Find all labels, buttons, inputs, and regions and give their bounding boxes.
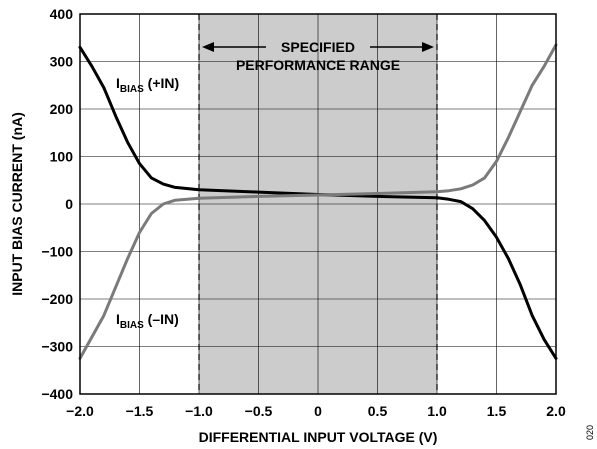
specified-range-bounds xyxy=(198,14,438,394)
x-tick-label: 0 xyxy=(314,403,322,419)
x-tick-label: −1.5 xyxy=(126,403,154,419)
y-tick-label: 200 xyxy=(50,101,74,117)
series-label-minus-in-sub: BIAS xyxy=(120,320,144,331)
x-tick-label: 0.5 xyxy=(368,403,388,419)
x-tick-label: 1.5 xyxy=(487,403,507,419)
plot-frame xyxy=(79,13,557,395)
x-tick-label: −1.0 xyxy=(185,403,213,419)
range-label-line1: SPECIFIED xyxy=(281,39,355,55)
y-tick-label: 100 xyxy=(50,149,74,165)
series-label-plus-in: IBIAS (+IN) xyxy=(116,75,179,95)
x-axis-title: DIFFERENTIAL INPUT VOLTAGE (V) xyxy=(199,429,438,445)
data-series xyxy=(78,43,558,360)
y-axis-title: INPUT BIAS CURRENT (nA) xyxy=(9,112,25,296)
y-tick-label: 0 xyxy=(65,196,73,212)
y-tick-labels: −400 −300 −200 −100 0 100 200 300 400 xyxy=(41,6,73,402)
range-label-line2: PERFORMANCE RANGE xyxy=(236,57,400,73)
series-line-minus-in xyxy=(78,43,558,360)
series-label-minus-in-main: I xyxy=(116,311,120,327)
x-tick-label: −0.5 xyxy=(245,403,273,419)
y-tick-label: −100 xyxy=(41,244,73,260)
y-tick-label: −400 xyxy=(41,386,73,402)
y-tick-label: −300 xyxy=(41,339,73,355)
series-label-plus-in-rest: (+IN) xyxy=(144,75,179,91)
series-label-minus-in-rest: (–IN) xyxy=(144,311,179,327)
series-label-plus-in-sub: BIAS xyxy=(120,84,144,95)
range-arrow-head-right xyxy=(422,42,434,52)
y-tick-label: 300 xyxy=(50,54,74,70)
series-label-minus-in: IBIAS (–IN) xyxy=(116,311,179,331)
specified-range-label: SPECIFIED PERFORMANCE RANGE xyxy=(202,39,434,73)
x-tick-label: −2.0 xyxy=(66,403,94,419)
range-arrow-head-left xyxy=(202,42,214,52)
series-label-plus-in-main: I xyxy=(116,75,120,91)
x-tick-labels: −2.0 −1.5 −1.0 −0.5 0 0.5 1.0 1.5 2.0 xyxy=(66,403,566,419)
y-tick-label: −200 xyxy=(41,291,73,307)
x-tick-label: 2.0 xyxy=(546,403,566,419)
x-tick-label: 1.0 xyxy=(427,403,447,419)
y-tick-label: 400 xyxy=(50,6,74,22)
figure-id: 020 xyxy=(585,425,595,440)
